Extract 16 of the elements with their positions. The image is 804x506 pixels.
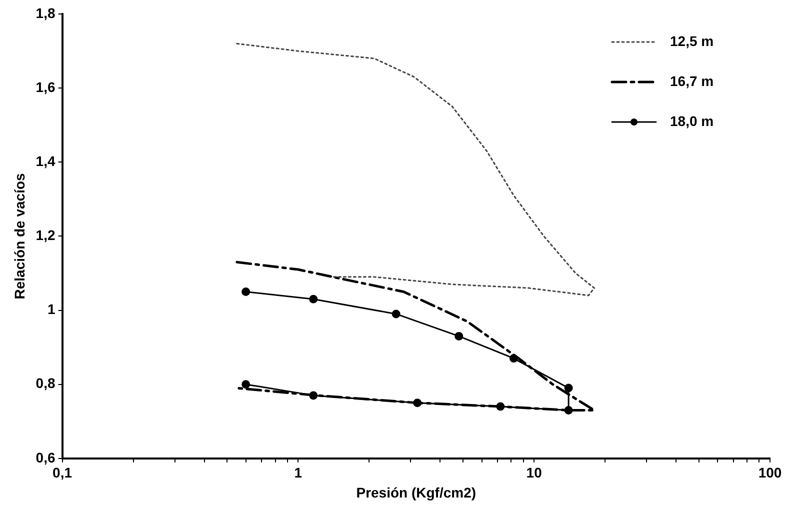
y-tick-label: 1,2	[36, 227, 56, 244]
x-tick-label: 10	[526, 464, 542, 481]
x-tick-label: 1	[294, 464, 302, 481]
y-tick-label: 1,4	[36, 152, 56, 169]
legend-label: 16,7 m	[670, 72, 714, 89]
x-axis-title: Presión (Kgf/cm2)	[356, 484, 476, 500]
legend-label: 18,0 m	[670, 112, 714, 129]
y-axis-title: Relación de vacíos	[11, 172, 28, 300]
y-tick-label: 0,6	[36, 449, 56, 466]
y-tick-label: 1,6	[36, 78, 56, 95]
legend-label: 12,5 m	[670, 32, 714, 49]
x-tick-label: 100	[758, 464, 782, 481]
x-tick-label: 0,1	[52, 464, 72, 481]
y-tick-label: 1,8	[36, 4, 56, 21]
y-tick-label: 0,8	[36, 375, 56, 392]
y-tick-label: 1	[47, 301, 56, 318]
